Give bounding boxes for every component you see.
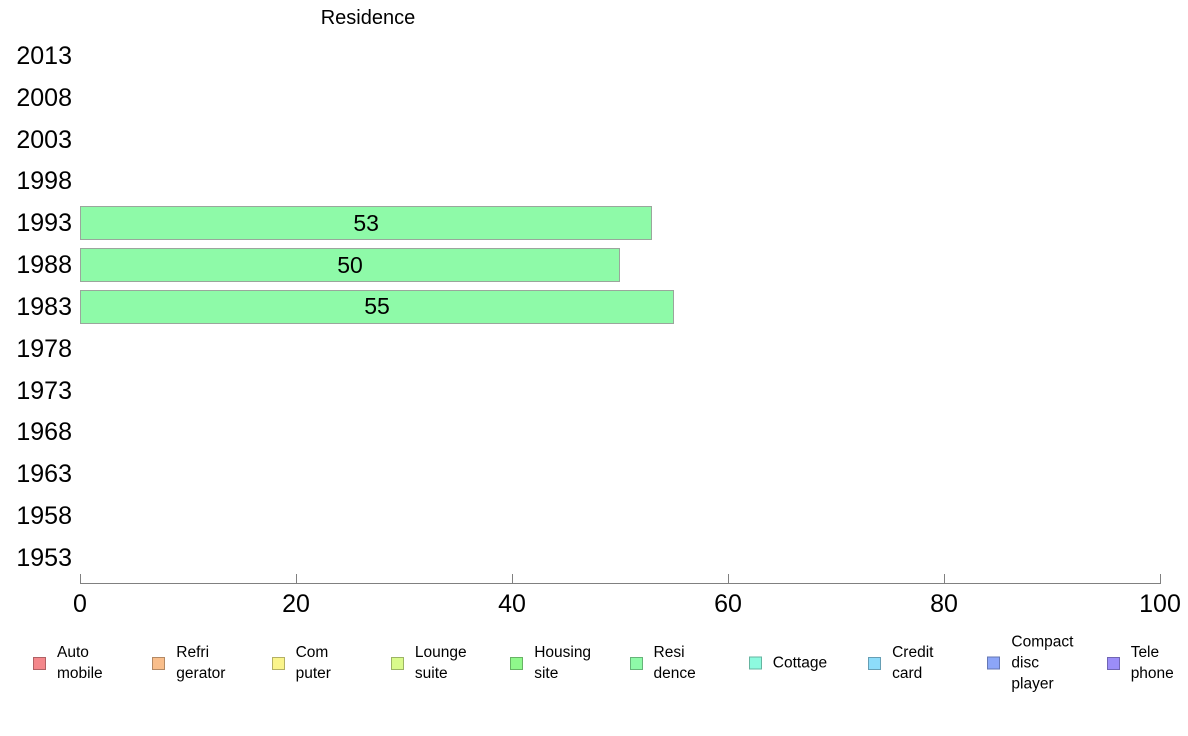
- legend-swatch-automobile: [33, 656, 46, 670]
- legend-item-cottage: Cottage: [748, 653, 828, 674]
- x-tick-label: 40: [498, 590, 526, 618]
- legend-item-telephone: Tele phone: [1106, 642, 1174, 684]
- bar-1988: 50: [80, 248, 620, 283]
- legend-item-credit-card: Credit card: [868, 642, 933, 684]
- legend-label: Auto mobile: [57, 644, 103, 682]
- chart-title: Residence: [320, 7, 416, 29]
- legend-label: Lounge suite: [414, 644, 467, 682]
- x-tick-label: 80: [930, 590, 958, 618]
- legend-label: Tele phone: [1130, 644, 1174, 682]
- legend-item-housing-site: Housing site: [510, 642, 591, 684]
- legend-swatch-telephone: [1106, 656, 1120, 670]
- y-axis-label: 1953: [16, 543, 72, 572]
- y-axis-label: 1963: [16, 460, 72, 489]
- legend-swatch-computer: [271, 656, 285, 670]
- y-axis-label: 2013: [16, 42, 72, 70]
- legend-item-computer: Com puter: [271, 642, 331, 684]
- x-tick-mark: [512, 574, 513, 583]
- legend-item-lounge-suite: Lounge suite: [390, 642, 467, 684]
- bar-value-label: 53: [353, 209, 379, 236]
- legend-swatch-compact-disc-player: [987, 656, 1001, 670]
- x-tick-mark: [944, 574, 945, 583]
- legend-label: Credit card: [892, 644, 934, 682]
- x-tick-label: 100: [1139, 590, 1181, 618]
- y-axis-label: 1973: [16, 376, 72, 405]
- x-tick-label: 0: [73, 590, 87, 618]
- y-axis-label: 2003: [16, 125, 72, 154]
- y-axis-label: 1978: [16, 334, 72, 363]
- legend-swatch-credit-card: [868, 656, 882, 670]
- y-axis-label: 1958: [16, 502, 72, 531]
- legend-label: Com puter: [295, 644, 331, 682]
- legend-label: Cottage: [772, 654, 828, 672]
- x-tick-mark: [80, 574, 81, 583]
- legend-swatch-housing-site: [510, 656, 524, 670]
- y-axis-label: 1988: [16, 251, 72, 280]
- legend-item-compact-disc-player: Compact disc player: [987, 632, 1073, 695]
- legend-swatch-cottage: [748, 656, 762, 670]
- y-axis-label: 1983: [16, 292, 72, 321]
- legend-swatch-residence: [629, 656, 643, 670]
- x-tick-label: 20: [282, 590, 310, 618]
- y-axis-label: 1968: [16, 418, 72, 447]
- x-tick-mark: [728, 574, 729, 583]
- legend-item-automobile: Auto mobile: [33, 642, 103, 684]
- bar-value-label: 50: [337, 251, 363, 278]
- y-axis-label: 1993: [16, 209, 72, 238]
- y-axis-label: 2008: [16, 83, 72, 112]
- legend-label: Resi dence: [653, 644, 696, 682]
- x-tick-mark: [296, 574, 297, 583]
- legend-swatch-refrigerator: [152, 656, 166, 670]
- x-tick-label: 60: [714, 590, 742, 618]
- legend-item-refrigerator: Refri gerator: [152, 642, 225, 684]
- legend-label: Compact disc player: [1011, 633, 1074, 693]
- legend-swatch-lounge-suite: [390, 656, 404, 670]
- legend-label: Refri gerator: [176, 644, 226, 682]
- x-axis-line: [80, 583, 1161, 584]
- legend-item-residence: Resi dence: [629, 642, 696, 684]
- x-tick-mark: [1160, 574, 1161, 583]
- bar-value-label: 55: [364, 293, 390, 320]
- y-axis-label: 1998: [16, 167, 72, 196]
- legend-label: Housing site: [534, 644, 592, 682]
- bar-1993: 53: [80, 206, 653, 241]
- bar-1983: 55: [80, 289, 674, 324]
